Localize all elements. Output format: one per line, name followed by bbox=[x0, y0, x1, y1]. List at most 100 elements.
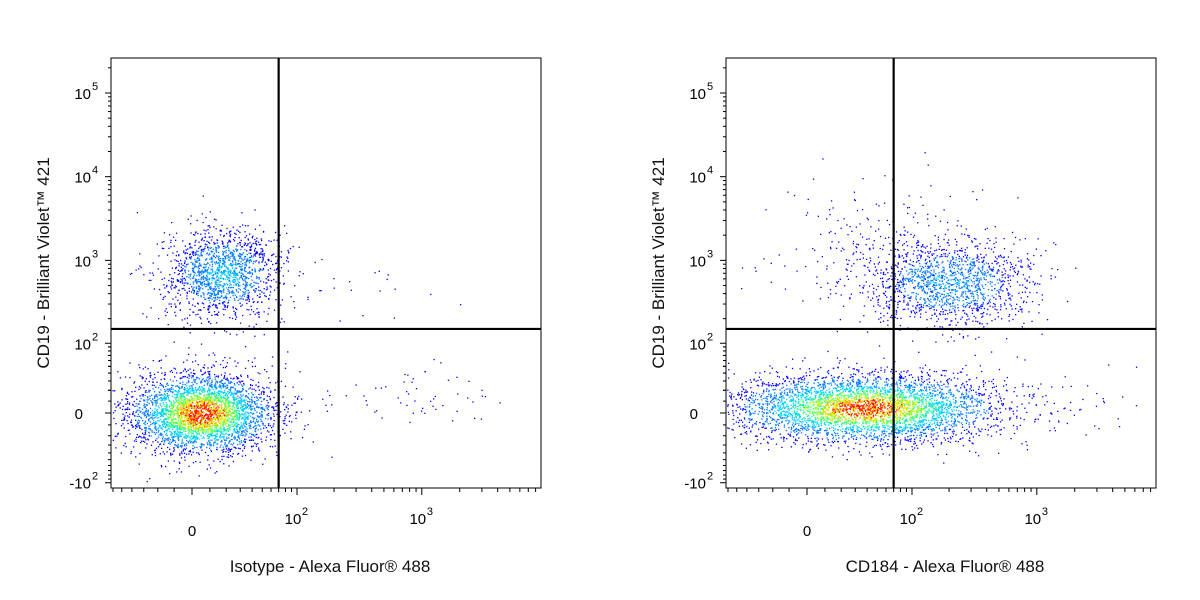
event-dot bbox=[176, 394, 179, 396]
event-dot bbox=[198, 286, 200, 288]
event-dot bbox=[204, 399, 206, 401]
event-dot bbox=[202, 389, 204, 391]
event-dot bbox=[178, 432, 180, 434]
event-dot bbox=[244, 293, 246, 295]
event-dot bbox=[246, 284, 249, 286]
event-dot bbox=[204, 277, 206, 279]
event-dot bbox=[241, 265, 243, 267]
event-dot bbox=[232, 411, 234, 413]
event-dot bbox=[222, 302, 224, 305]
event-dot bbox=[157, 371, 159, 373]
event-dot bbox=[235, 399, 237, 401]
event-dot bbox=[161, 372, 163, 374]
event-dot bbox=[218, 258, 221, 260]
event-dot bbox=[197, 395, 199, 397]
event-dot bbox=[140, 266, 142, 269]
event-dot bbox=[184, 435, 186, 437]
event-dot bbox=[209, 374, 211, 376]
event-dot bbox=[252, 434, 254, 436]
event-dot bbox=[151, 454, 153, 456]
event-dot bbox=[173, 432, 175, 434]
event-dot bbox=[271, 446, 274, 448]
event-dot bbox=[252, 298, 254, 300]
event-dot bbox=[287, 408, 289, 410]
event-dot bbox=[206, 244, 208, 246]
event-dot bbox=[238, 265, 241, 267]
event-dot bbox=[198, 378, 201, 380]
event-dot bbox=[298, 395, 300, 397]
event-dot bbox=[175, 305, 177, 307]
event-dot bbox=[177, 407, 179, 409]
event-dot bbox=[214, 281, 216, 283]
event-dot bbox=[220, 441, 222, 443]
event-dot bbox=[180, 399, 182, 401]
event-dot bbox=[196, 413, 198, 416]
event-dot bbox=[265, 263, 268, 265]
event-dot bbox=[170, 402, 172, 405]
event-dot bbox=[226, 407, 228, 409]
event-dot bbox=[268, 387, 270, 389]
event-dot bbox=[195, 416, 197, 418]
event-dot bbox=[208, 267, 210, 269]
event-dot bbox=[193, 394, 195, 396]
event-dot bbox=[244, 270, 246, 272]
event-dot bbox=[179, 387, 181, 389]
event-dot bbox=[227, 403, 229, 405]
event-dot bbox=[187, 389, 189, 391]
event-dot bbox=[190, 412, 192, 414]
event-dot bbox=[232, 442, 235, 444]
event-dot bbox=[189, 243, 191, 245]
event-dot bbox=[171, 428, 174, 430]
event-dot bbox=[167, 412, 169, 414]
event-dot bbox=[234, 258, 236, 260]
event-dot bbox=[214, 395, 216, 397]
event-dot bbox=[206, 446, 208, 449]
event-dot bbox=[177, 424, 180, 427]
event-dot bbox=[148, 420, 150, 422]
event-dot bbox=[184, 399, 186, 401]
event-dot bbox=[190, 256, 193, 258]
event-dot bbox=[244, 422, 247, 424]
event-dot bbox=[161, 384, 163, 386]
event-dot bbox=[183, 414, 185, 416]
event-dot bbox=[229, 440, 231, 442]
event-dot bbox=[225, 448, 227, 450]
event-dot bbox=[235, 273, 237, 275]
event-dot bbox=[221, 388, 223, 390]
event-dot bbox=[216, 307, 218, 309]
event-dot bbox=[191, 387, 193, 389]
event-dot bbox=[236, 429, 238, 431]
event-dot bbox=[220, 410, 223, 413]
event-dot bbox=[208, 410, 210, 412]
event-dot bbox=[202, 395, 205, 397]
event-dot bbox=[159, 453, 161, 455]
event-dot bbox=[160, 434, 162, 436]
event-dot bbox=[181, 408, 183, 410]
event-dot bbox=[189, 247, 191, 249]
event-dot bbox=[170, 441, 173, 444]
event-dot bbox=[242, 314, 244, 317]
event-dot bbox=[193, 422, 195, 424]
event-dot bbox=[244, 438, 246, 440]
event-dot bbox=[117, 405, 119, 407]
event-dot bbox=[152, 398, 154, 400]
event-dot bbox=[218, 311, 220, 313]
event-dot bbox=[230, 415, 232, 417]
event-dot bbox=[267, 275, 270, 278]
event-dot bbox=[199, 309, 201, 311]
event-dot bbox=[175, 306, 177, 308]
event-dot bbox=[255, 430, 257, 432]
event-dot bbox=[238, 283, 240, 286]
event-dot bbox=[191, 406, 194, 408]
event-dot bbox=[263, 255, 265, 257]
event-dot bbox=[210, 384, 213, 386]
event-dot bbox=[258, 385, 260, 388]
event-dot bbox=[150, 374, 152, 377]
event-dot bbox=[248, 436, 250, 438]
event-dot bbox=[251, 269, 253, 271]
event-dot bbox=[215, 294, 218, 296]
event-dot bbox=[217, 438, 220, 441]
event-dot bbox=[168, 437, 170, 439]
event-dot bbox=[253, 326, 255, 328]
event-dot bbox=[314, 261, 316, 264]
